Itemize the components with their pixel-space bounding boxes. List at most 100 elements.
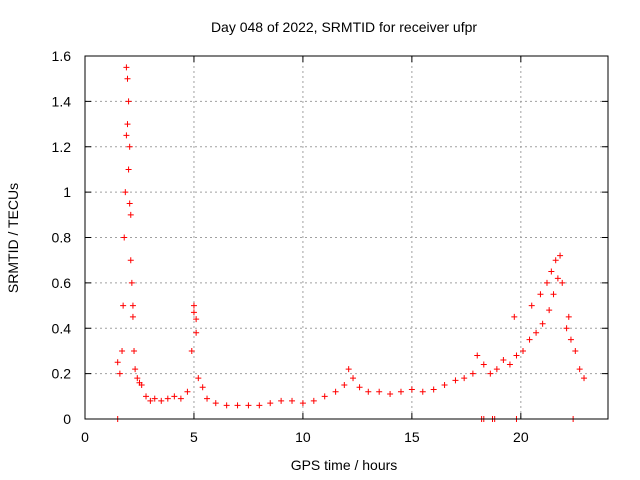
data-point [138,381,145,388]
data-point [387,391,394,398]
y-tick-label: 0.6 [52,275,72,291]
data-point [554,275,561,282]
data-point [550,291,557,298]
x-tick-label: 10 [295,429,311,445]
data-point [559,279,566,286]
data-point [204,395,211,402]
data-point [543,279,550,286]
data-point [128,279,135,286]
x-tick-label: 20 [513,429,529,445]
data-point [310,397,317,404]
data-point [134,375,141,382]
data-point [245,402,252,409]
data-point [408,386,415,393]
data-point [452,377,459,384]
data-point [480,361,487,368]
data-point [143,393,150,400]
data-point [557,252,564,259]
data-point [513,352,520,359]
data-point [123,64,130,71]
data-point [125,166,132,173]
data-point [376,388,383,395]
y-tick-label: 1.4 [52,93,72,109]
data-point [132,366,139,373]
data-point [441,381,448,388]
data-point [123,132,130,139]
data-point [164,395,171,402]
data-point [350,375,357,382]
x-tick-label: 0 [81,429,89,445]
data-point [397,388,404,395]
data-point [120,302,127,309]
data-point [419,388,426,395]
grid-lines [85,56,608,419]
data-point [511,313,518,320]
data-point [289,397,296,404]
data-point [125,98,132,105]
y-tick-label: 1.2 [52,139,72,155]
data-point [116,370,123,377]
data-point [114,359,121,366]
data-point [126,143,133,150]
data-point [147,397,154,404]
data-point [321,393,328,400]
data-point [528,302,535,309]
data-point [127,257,134,264]
data-point [124,75,131,82]
data-point [576,366,583,373]
data-point [332,388,339,395]
data-point [474,352,481,359]
data-point [520,347,527,354]
data-point [500,357,507,364]
data-point [567,336,574,343]
data-point [121,234,128,241]
data-point [190,309,197,316]
y-tick-label: 1 [63,184,71,200]
x-tick-label: 15 [404,429,420,445]
chart-title: Day 048 of 2022, SRMTID for receiver ufp… [211,19,477,35]
data-point [469,370,476,377]
data-point [533,329,540,336]
data-point [171,393,178,400]
data-point [119,347,126,354]
data-point [563,325,570,332]
data-point [493,366,500,373]
data-point [190,302,197,309]
data-point [506,361,513,368]
data-point [129,302,136,309]
data-point [177,395,184,402]
data-point [131,347,138,354]
data-point [223,402,230,409]
data-point [158,397,165,404]
data-point [127,211,134,218]
data-point [341,381,348,388]
data-point [548,268,555,275]
data-point [430,386,437,393]
y-tick-label: 1.6 [52,48,72,64]
data-point [487,370,494,377]
y-axis-label: SRMTID / TECUs [5,183,21,293]
data-point [345,366,352,373]
data-point [552,257,559,264]
data-point [565,313,572,320]
y-tick-label: 0 [63,411,71,427]
data-point [188,347,195,354]
y-tick-label: 0.2 [52,366,72,382]
y-tick-label: 0.4 [52,320,72,336]
data-point [572,347,579,354]
data-point [129,313,136,320]
data-point [124,121,131,128]
data-point [267,400,274,407]
data-point [199,384,206,391]
data-point [234,402,241,409]
data-point [193,316,200,323]
data-point [581,375,588,382]
data-point [126,200,133,207]
axis-ticks: 0 5 10 15 20 0 0.2 0.4 0.6 0.8 1 1.2 1.4 1.6 [52,48,608,445]
data-point [546,307,553,314]
data-point [526,336,533,343]
data-point [461,375,468,382]
y-tick-label: 0.8 [52,230,72,246]
data-point [256,402,263,409]
